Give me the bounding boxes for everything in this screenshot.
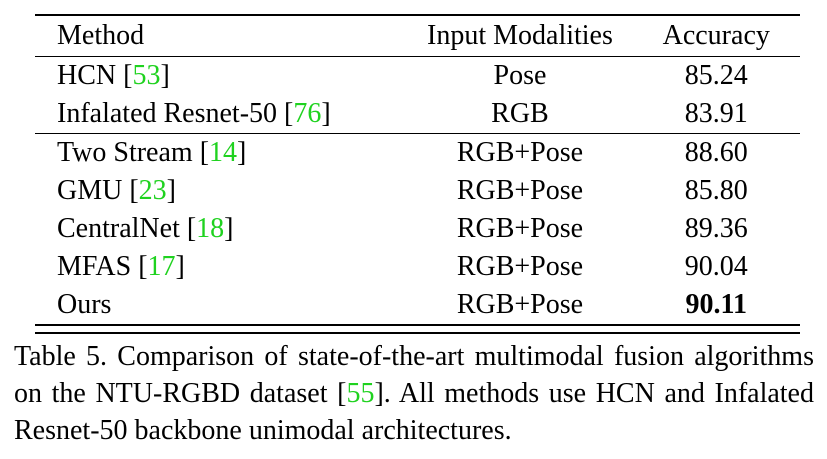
- header-accuracy: Accuracy: [662, 20, 770, 51]
- group-separator: [35, 133, 800, 134]
- modality-cell: RGB+Pose: [456, 175, 584, 206]
- modality-cell: RGB+Pose: [456, 289, 584, 320]
- table-row: Infalated Resnet-50 [76] RGB 83.91: [35, 95, 800, 134]
- results-table-container: Method Input Modalities Accuracy HCN [53…: [35, 14, 800, 334]
- method-name: CentralNet: [57, 213, 180, 244]
- header-rule: [35, 56, 800, 57]
- accuracy-cell: 88.60: [684, 137, 748, 168]
- method-cell: Ours: [35, 286, 407, 324]
- bottom-double-rule: [35, 324, 800, 334]
- modality-cell: Pose: [493, 60, 547, 91]
- method-cell: GMU [23]: [57, 175, 176, 206]
- results-table: Method Input Modalities Accuracy HCN [53…: [35, 14, 800, 324]
- modality-cell: RGB+Pose: [456, 251, 584, 282]
- method-cell: HCN [53]: [57, 60, 170, 91]
- accuracy-cell: 83.91: [684, 98, 748, 129]
- method-name: Infalated Resnet-50: [57, 98, 278, 129]
- table-row: MFAS [17] RGB+Pose 90.04: [35, 248, 800, 286]
- accuracy-cell: 85.24: [684, 60, 748, 91]
- table-row: Two Stream [14] RGB+Pose 88.60: [35, 134, 800, 172]
- method-citation[interactable]: 17: [147, 251, 176, 282]
- method-name: HCN: [57, 60, 117, 91]
- accuracy-cell: 90.04: [684, 251, 748, 282]
- accuracy-cell: 89.36: [684, 213, 748, 244]
- table-caption: Table 5. Comparison of state-of-the-art …: [14, 338, 814, 449]
- table-row: GMU [23] RGB+Pose 85.80: [35, 172, 800, 210]
- method-name: GMU: [57, 175, 123, 206]
- method-citation[interactable]: 53: [132, 60, 161, 91]
- table-row: Ours RGB+Pose 90.11: [35, 286, 800, 324]
- header-input-modalities: Input Modalities: [427, 20, 613, 51]
- table-row: CentralNet [18] RGB+Pose 89.36: [35, 210, 800, 248]
- table-header-row: Method Input Modalities Accuracy: [35, 16, 800, 57]
- unimodal-group: HCN [53] Pose 85.24 Infalated Resnet-50 [76…: [35, 57, 800, 134]
- method-cell: Two Stream [14]: [57, 137, 247, 168]
- method-citation[interactable]: 14: [209, 137, 238, 168]
- method-citation[interactable]: 76: [293, 98, 322, 129]
- table-row: HCN [53] Pose 85.24: [35, 57, 800, 95]
- accuracy-cell: 90.11: [685, 289, 747, 320]
- method-citation[interactable]: 18: [196, 213, 225, 244]
- caption-suffix: ]. All methods use HCN and Infalated Res…: [14, 378, 814, 446]
- method-cell: Infalated Resnet-50 [76]: [57, 98, 331, 129]
- method-name: MFAS: [57, 251, 132, 282]
- method-cell: CentralNet [18]: [57, 213, 234, 244]
- method-name: Two Stream: [57, 137, 193, 168]
- modality-cell: RGB: [491, 98, 549, 129]
- header-method: Method: [57, 20, 145, 51]
- caption-citation[interactable]: 55: [346, 378, 375, 409]
- caption-prefix: Table 5. Comparison of state-of-the-art …: [14, 341, 814, 409]
- modality-cell: RGB+Pose: [456, 213, 584, 244]
- multimodal-group: Two Stream [14] RGB+Pose 88.60 GMU [23] RGB+…: [35, 134, 800, 324]
- modality-cell: RGB+Pose: [456, 137, 584, 168]
- method-citation[interactable]: 23: [138, 175, 167, 206]
- method-cell: MFAS [17]: [57, 251, 185, 282]
- accuracy-cell: 85.80: [684, 175, 748, 206]
- method-name: Ours: [57, 289, 112, 320]
- group-rule: [35, 133, 800, 134]
